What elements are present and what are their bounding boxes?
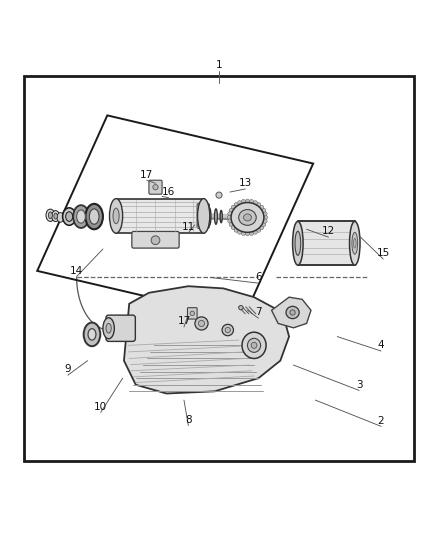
Ellipse shape — [259, 205, 264, 210]
Bar — [24, 76, 414, 462]
Text: 14: 14 — [70, 266, 83, 276]
Ellipse shape — [293, 221, 303, 265]
Ellipse shape — [237, 201, 242, 206]
Ellipse shape — [245, 231, 250, 236]
Ellipse shape — [262, 219, 267, 223]
FancyBboxPatch shape — [149, 180, 162, 194]
Text: 7: 7 — [255, 308, 262, 318]
Bar — [298, 221, 355, 265]
Ellipse shape — [290, 310, 295, 315]
Text: 16: 16 — [162, 187, 175, 197]
Ellipse shape — [228, 219, 233, 223]
Ellipse shape — [85, 204, 103, 229]
Text: 3: 3 — [356, 379, 363, 390]
Ellipse shape — [245, 199, 250, 204]
Ellipse shape — [241, 230, 246, 236]
Ellipse shape — [242, 332, 266, 359]
Ellipse shape — [352, 232, 357, 254]
Ellipse shape — [247, 338, 261, 352]
Text: 17: 17 — [177, 316, 191, 326]
Text: 17: 17 — [140, 169, 153, 180]
Ellipse shape — [286, 306, 299, 319]
FancyBboxPatch shape — [187, 308, 197, 319]
Ellipse shape — [251, 342, 257, 349]
Ellipse shape — [261, 208, 266, 213]
Ellipse shape — [63, 208, 76, 225]
Ellipse shape — [259, 225, 264, 230]
Ellipse shape — [89, 209, 99, 224]
Circle shape — [201, 213, 208, 220]
Text: 11: 11 — [182, 222, 195, 232]
Ellipse shape — [103, 318, 114, 339]
Ellipse shape — [77, 210, 85, 223]
Ellipse shape — [231, 225, 236, 230]
Ellipse shape — [234, 227, 239, 232]
Ellipse shape — [220, 211, 222, 223]
Ellipse shape — [249, 199, 254, 205]
Ellipse shape — [234, 203, 239, 207]
Text: 10: 10 — [94, 402, 107, 411]
Ellipse shape — [350, 221, 360, 265]
Ellipse shape — [190, 311, 194, 316]
Ellipse shape — [231, 205, 236, 210]
Ellipse shape — [249, 230, 254, 236]
Text: 15: 15 — [377, 248, 390, 259]
Ellipse shape — [208, 208, 211, 225]
Text: 1: 1 — [215, 60, 223, 70]
Ellipse shape — [256, 227, 261, 232]
Ellipse shape — [239, 209, 256, 225]
Ellipse shape — [222, 324, 233, 336]
Ellipse shape — [295, 231, 300, 255]
Ellipse shape — [52, 211, 60, 222]
Ellipse shape — [215, 209, 217, 224]
Ellipse shape — [241, 199, 246, 205]
Ellipse shape — [198, 199, 210, 233]
Text: 4: 4 — [378, 341, 385, 350]
FancyBboxPatch shape — [132, 231, 179, 248]
Text: 9: 9 — [64, 365, 71, 374]
Ellipse shape — [229, 208, 234, 213]
Ellipse shape — [253, 229, 258, 234]
Ellipse shape — [229, 222, 234, 227]
Text: 13: 13 — [239, 178, 252, 188]
Ellipse shape — [84, 322, 100, 346]
Ellipse shape — [227, 215, 233, 220]
Ellipse shape — [66, 212, 73, 221]
Polygon shape — [124, 286, 289, 393]
Circle shape — [151, 236, 160, 245]
Ellipse shape — [228, 212, 233, 216]
Ellipse shape — [106, 324, 111, 333]
Ellipse shape — [225, 327, 230, 333]
Ellipse shape — [195, 317, 208, 330]
Ellipse shape — [261, 222, 266, 227]
Ellipse shape — [353, 238, 356, 248]
Ellipse shape — [48, 212, 53, 219]
Ellipse shape — [237, 229, 242, 234]
Text: 12: 12 — [322, 227, 335, 237]
Ellipse shape — [88, 329, 96, 340]
Ellipse shape — [239, 305, 243, 310]
Ellipse shape — [54, 213, 57, 219]
FancyBboxPatch shape — [106, 315, 135, 342]
Ellipse shape — [153, 184, 158, 190]
Ellipse shape — [57, 213, 64, 222]
Polygon shape — [272, 297, 311, 328]
Ellipse shape — [244, 214, 251, 221]
Ellipse shape — [262, 215, 268, 220]
Ellipse shape — [46, 209, 55, 221]
Ellipse shape — [198, 320, 205, 327]
FancyBboxPatch shape — [116, 199, 204, 233]
Ellipse shape — [73, 205, 89, 228]
Ellipse shape — [253, 201, 258, 206]
Ellipse shape — [113, 208, 119, 224]
Ellipse shape — [262, 212, 267, 216]
Text: 6: 6 — [255, 272, 262, 282]
Ellipse shape — [216, 192, 222, 198]
Ellipse shape — [231, 203, 264, 232]
Text: 8: 8 — [185, 415, 192, 425]
Text: 2: 2 — [378, 416, 385, 426]
FancyBboxPatch shape — [197, 204, 209, 228]
Ellipse shape — [256, 203, 261, 207]
Ellipse shape — [110, 199, 123, 233]
